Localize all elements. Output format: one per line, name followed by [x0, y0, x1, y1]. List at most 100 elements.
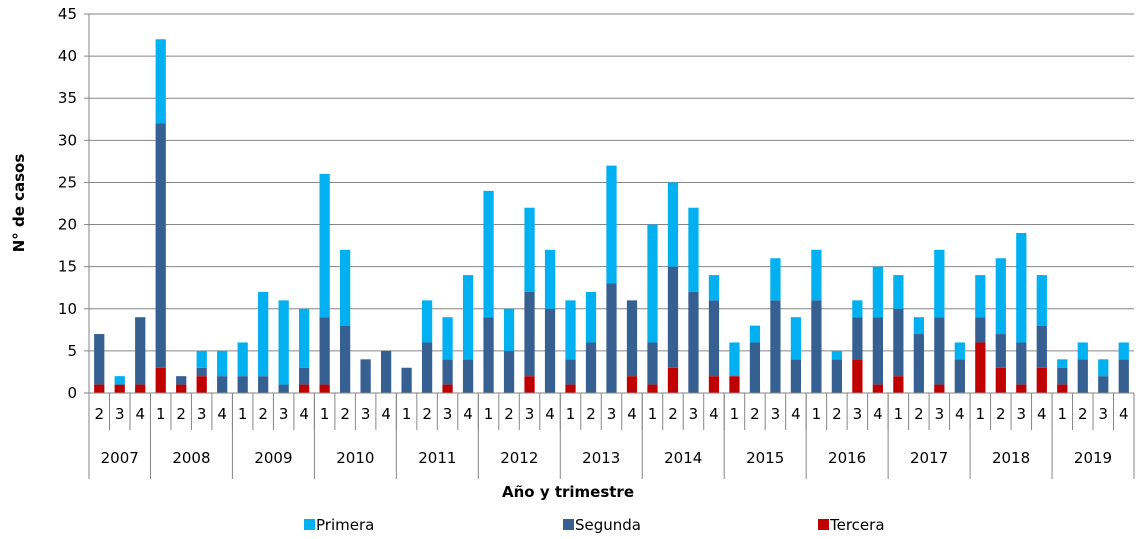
- quarter-label: 3: [525, 405, 535, 423]
- bar-segment-primera: [462, 275, 474, 360]
- bar-segment-segunda: [852, 317, 863, 360]
- bar-segment-tercera: [135, 384, 146, 393]
- bar-segment-primera: [483, 190, 494, 318]
- quarter-label: 4: [709, 405, 719, 423]
- quarter-label: 3: [935, 405, 945, 423]
- year-label: 2010: [336, 449, 374, 467]
- bar-segment-segunda: [299, 367, 310, 385]
- bar-segment-tercera: [852, 359, 863, 393]
- bar-segment-segunda: [626, 300, 638, 377]
- bar-segment-primera: [975, 275, 986, 318]
- year-label: 2018: [992, 449, 1030, 467]
- legend-label-segunda: Segunda: [575, 516, 641, 534]
- quarter-label: 2: [176, 405, 186, 423]
- quarter-label: 4: [1119, 405, 1129, 423]
- bar-segment-primera: [1118, 342, 1129, 360]
- bar-segment-tercera: [524, 376, 535, 393]
- bar-segment-segunda: [565, 359, 576, 385]
- bar-segment-primera: [893, 275, 904, 309]
- bar-segment-primera: [585, 291, 597, 343]
- quarter-label: 1: [238, 405, 248, 423]
- quarter-label: 4: [955, 405, 965, 423]
- bar-segment-tercera: [647, 384, 658, 393]
- quarter-label: 2: [94, 405, 104, 423]
- bar-segment-segunda: [524, 291, 535, 377]
- y-tick-label: 40: [58, 47, 77, 65]
- bar-segment-segunda: [667, 266, 679, 368]
- quarter-label: 4: [791, 405, 801, 423]
- quarter-label: 2: [340, 405, 350, 423]
- bar-segment-primera: [340, 249, 351, 326]
- bar-segment-primera: [1016, 232, 1027, 343]
- quarter-label: 4: [299, 405, 309, 423]
- year-label: 2012: [500, 449, 538, 467]
- bar-segment-segunda: [155, 123, 166, 368]
- year-label: 2017: [910, 449, 948, 467]
- bar-segment-primera: [770, 258, 781, 301]
- quarter-label: 3: [1017, 405, 1027, 423]
- bar-segment-primera: [688, 207, 699, 292]
- legend-label-primera: Primera: [316, 516, 374, 534]
- quarter-label: 1: [1058, 405, 1068, 423]
- quarter-label: 2: [914, 405, 924, 423]
- bar-segment-segunda: [1036, 325, 1047, 368]
- year-label: 2019: [1074, 449, 1112, 467]
- bar-segment-tercera: [893, 376, 904, 393]
- quarter-label: 1: [812, 405, 822, 423]
- bar-segment-tercera: [442, 384, 453, 393]
- bar-segment-segunda: [749, 342, 761, 393]
- y-tick-label: 30: [58, 131, 77, 149]
- bar-segment-segunda: [258, 376, 269, 393]
- bar-segment-primera: [606, 165, 617, 284]
- quarter-label: 3: [853, 405, 863, 423]
- bar-segment-tercera: [176, 384, 187, 393]
- bar-segment-primera: [544, 249, 556, 309]
- bar-segment-segunda: [1118, 359, 1129, 393]
- bar-segment-tercera: [667, 367, 679, 393]
- bar-segment-segunda: [585, 342, 597, 393]
- y-axis-ticks: 0 5 10 15 20 25 30 35 40 45: [58, 5, 89, 402]
- bar-segment-primera: [237, 342, 248, 377]
- quarter-label: 3: [607, 405, 617, 423]
- quarter-label: 3: [443, 405, 453, 423]
- quarter-label: 2: [996, 405, 1006, 423]
- y-tick-label: 45: [58, 5, 77, 23]
- quarter-label: 2: [504, 405, 514, 423]
- bar-segment-segunda: [770, 300, 781, 393]
- bar-segment-primera: [114, 376, 125, 385]
- y-tick-label: 5: [67, 342, 77, 360]
- quarter-label: 2: [832, 405, 842, 423]
- bar-segment-segunda: [544, 308, 556, 393]
- quarter-label: 3: [361, 405, 371, 423]
- year-label: 2008: [172, 449, 210, 467]
- year-label: 2011: [418, 449, 456, 467]
- bar-segment-segunda: [934, 317, 945, 385]
- bar-segment-tercera: [934, 384, 945, 393]
- quarter-label: 1: [484, 405, 494, 423]
- bar-segment-tercera: [1036, 367, 1047, 393]
- bar-segment-segunda: [872, 317, 883, 385]
- bar-segment-segunda: [811, 300, 822, 393]
- legend: Primera Segunda Tercera: [304, 516, 885, 534]
- quarter-label: 1: [648, 405, 658, 423]
- bar-segment-primera: [1077, 342, 1088, 360]
- bar-segment-primera: [729, 342, 740, 377]
- bar-segment-tercera: [626, 376, 638, 393]
- year-label: 2013: [582, 449, 620, 467]
- bar-segment-segunda: [893, 308, 904, 377]
- bar-segment-tercera: [975, 342, 986, 393]
- bar-segment-segunda: [1016, 342, 1027, 385]
- bar-segment-segunda: [360, 359, 371, 393]
- bar-segment-primera: [278, 300, 289, 385]
- bar-segment-primera: [749, 325, 761, 343]
- bar-segment-tercera: [155, 367, 166, 393]
- bar-segment-segunda: [954, 359, 965, 393]
- bar-segment-tercera: [319, 384, 330, 393]
- bar-segment-segunda: [237, 376, 248, 393]
- bars: [94, 39, 1129, 393]
- quarter-label: 1: [320, 405, 330, 423]
- bar-segment-primera: [647, 224, 658, 343]
- bar-segment-segunda: [135, 317, 146, 385]
- year-label: 2014: [664, 449, 702, 467]
- quarter-label: 2: [668, 405, 678, 423]
